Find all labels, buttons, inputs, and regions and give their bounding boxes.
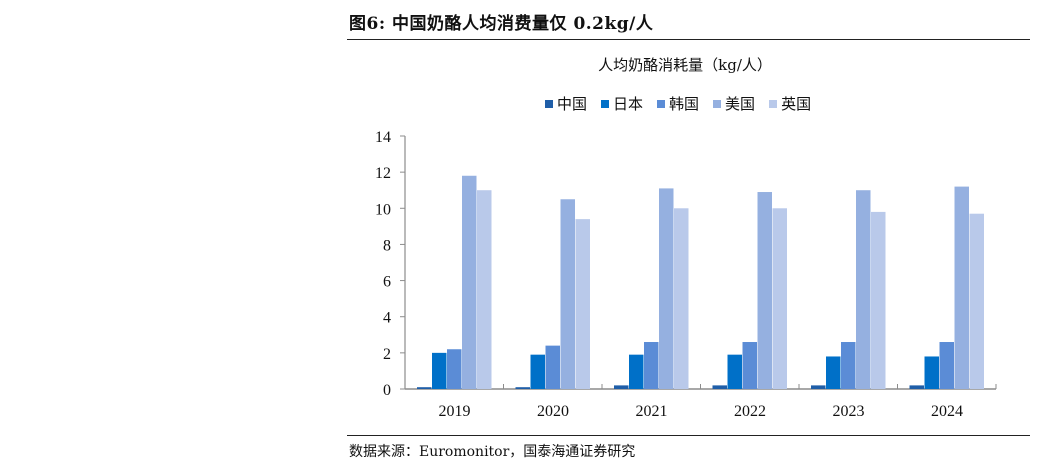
top-rule	[347, 39, 1030, 40]
legend-swatch-icon	[713, 99, 722, 108]
legend-swatch-icon	[769, 99, 778, 108]
bar	[530, 354, 545, 389]
x-tick-label: 2022	[734, 403, 766, 420]
bar	[939, 342, 954, 389]
bar	[674, 208, 689, 389]
x-tick-label: 2020	[537, 403, 569, 420]
legend-item: 英国	[769, 93, 811, 114]
bar	[924, 356, 939, 389]
y-tick-label: 6	[383, 274, 391, 291]
y-tick-label: 14	[375, 129, 391, 146]
bar	[856, 190, 871, 389]
legend-label: 中国	[557, 95, 588, 113]
chart-legend: 中国 日本 韩国 美国 英国	[545, 93, 811, 114]
bar	[811, 385, 826, 389]
y-tick-label: 4	[383, 310, 391, 327]
bar	[560, 199, 575, 389]
bar	[909, 385, 924, 389]
legend-item: 美国	[713, 93, 755, 114]
bar	[447, 349, 462, 389]
bar	[954, 186, 969, 389]
legend-swatch-icon	[601, 99, 610, 108]
bar	[742, 342, 757, 389]
bar	[477, 190, 492, 389]
legend-swatch-icon	[657, 99, 666, 108]
bar	[644, 342, 659, 389]
bar	[757, 192, 772, 389]
bar	[826, 356, 841, 389]
y-tick-label: 10	[375, 201, 391, 218]
legend-item: 中国	[545, 93, 587, 114]
y-tick-label: 8	[383, 237, 391, 254]
legend-label: 美国	[725, 95, 756, 113]
x-tick-label: 2021	[636, 403, 668, 420]
bottom-rule	[347, 435, 1030, 436]
bar	[515, 387, 530, 389]
x-tick-label: 2019	[439, 403, 471, 420]
bar	[614, 385, 629, 389]
bar	[712, 385, 727, 389]
source-note: 数据来源：Euromonitor，国泰海通证券研究	[349, 444, 636, 460]
x-tick-label: 2023	[833, 403, 865, 420]
bar	[432, 352, 447, 389]
bar	[871, 211, 886, 389]
legend-item: 日本	[601, 93, 643, 114]
bar	[772, 208, 787, 389]
y-tick-label: 12	[375, 165, 391, 182]
bar	[629, 354, 644, 389]
bar	[659, 188, 674, 389]
bar	[575, 219, 590, 389]
bar	[841, 342, 856, 389]
x-tick-label: 2024	[931, 403, 963, 420]
chart-title: 人均奶酪消耗量（kg/人）	[598, 56, 772, 74]
legend-label: 韩国	[669, 95, 700, 113]
legend-swatch-icon	[545, 99, 553, 108]
legend-label: 英国	[781, 95, 812, 113]
legend-item: 韩国	[657, 93, 699, 114]
bar	[727, 354, 742, 389]
y-tick-label: 2	[383, 346, 391, 363]
legend-label: 日本	[613, 95, 644, 113]
y-tick-label: 0	[383, 382, 391, 399]
bar	[462, 175, 477, 389]
bar	[417, 387, 432, 389]
bar	[545, 345, 560, 389]
bar	[969, 213, 984, 389]
figure-title: 图6: 中国奶酪人均消费量仅 0.2kg/人	[349, 14, 654, 34]
